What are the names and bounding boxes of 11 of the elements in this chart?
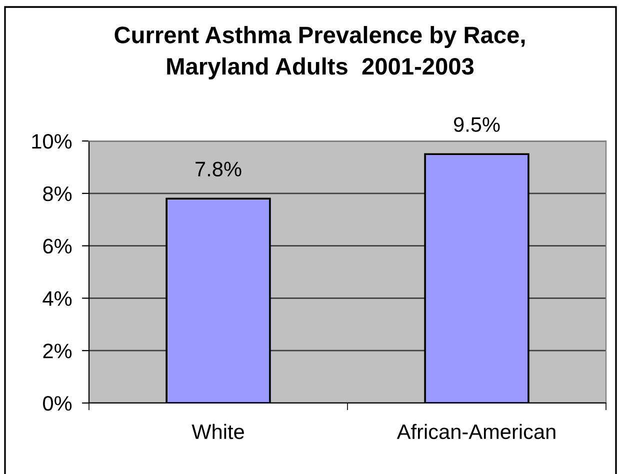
- y-tick-label: 8%: [43, 186, 72, 202]
- x-tick-label: White: [192, 424, 244, 440]
- y-tick-label: 10%: [32, 134, 72, 149]
- y-tick-label: 6%: [43, 238, 72, 254]
- y-tick-label: 4%: [42, 291, 72, 306]
- data-label: 9.5%: [454, 117, 500, 132]
- y-tick-label: 0%: [43, 396, 72, 411]
- y-tick-label: 2%: [43, 344, 72, 358]
- x-tick-label: African-American: [396, 424, 556, 440]
- chart-title: Current Asthma Prevalence by Race, Maryland Adults 2001-2003: [114, 26, 525, 80]
- data-label: 7.8%: [196, 162, 242, 176]
